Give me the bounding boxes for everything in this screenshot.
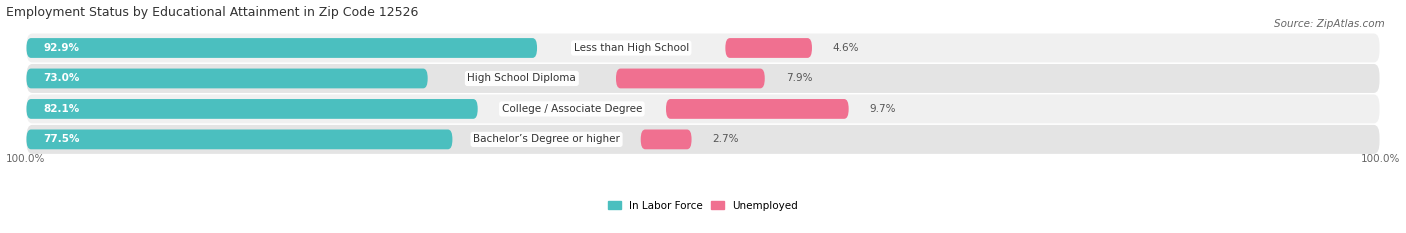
FancyBboxPatch shape bbox=[27, 38, 537, 58]
Text: 2.7%: 2.7% bbox=[713, 134, 740, 144]
FancyBboxPatch shape bbox=[27, 99, 478, 119]
FancyBboxPatch shape bbox=[27, 125, 1379, 154]
Text: 73.0%: 73.0% bbox=[44, 73, 80, 83]
Text: 92.9%: 92.9% bbox=[44, 43, 79, 53]
Text: 100.0%: 100.0% bbox=[6, 154, 45, 164]
FancyBboxPatch shape bbox=[641, 130, 692, 149]
Text: 7.9%: 7.9% bbox=[786, 73, 813, 83]
Text: 82.1%: 82.1% bbox=[44, 104, 80, 114]
FancyBboxPatch shape bbox=[616, 69, 765, 88]
Text: College / Associate Degree: College / Associate Degree bbox=[502, 104, 643, 114]
Text: Bachelor’s Degree or higher: Bachelor’s Degree or higher bbox=[474, 134, 620, 144]
Text: High School Diploma: High School Diploma bbox=[467, 73, 576, 83]
Text: 4.6%: 4.6% bbox=[832, 43, 859, 53]
Text: Employment Status by Educational Attainment in Zip Code 12526: Employment Status by Educational Attainm… bbox=[6, 6, 418, 19]
FancyBboxPatch shape bbox=[666, 99, 849, 119]
FancyBboxPatch shape bbox=[27, 34, 1379, 62]
FancyBboxPatch shape bbox=[27, 130, 453, 149]
FancyBboxPatch shape bbox=[27, 69, 427, 88]
FancyBboxPatch shape bbox=[27, 64, 1379, 93]
Text: Source: ZipAtlas.com: Source: ZipAtlas.com bbox=[1274, 19, 1385, 29]
FancyBboxPatch shape bbox=[725, 38, 813, 58]
Text: 100.0%: 100.0% bbox=[1361, 154, 1400, 164]
FancyBboxPatch shape bbox=[27, 94, 1379, 123]
Text: Less than High School: Less than High School bbox=[574, 43, 689, 53]
Text: 9.7%: 9.7% bbox=[869, 104, 896, 114]
Legend: In Labor Force, Unemployed: In Labor Force, Unemployed bbox=[605, 196, 801, 215]
Text: 77.5%: 77.5% bbox=[44, 134, 80, 144]
